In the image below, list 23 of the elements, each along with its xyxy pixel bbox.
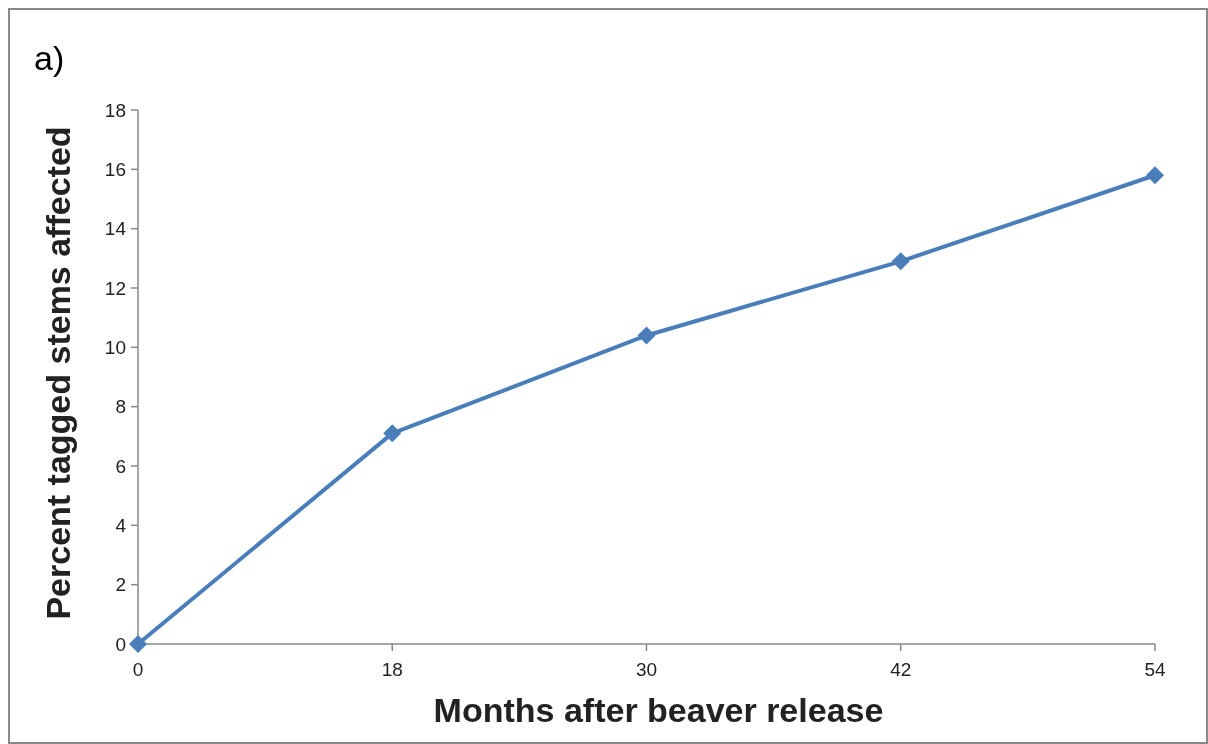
y-tick-label: 10 [104, 336, 126, 358]
x-tick-label: 30 [635, 659, 658, 680]
point [1146, 166, 1164, 185]
x-tick-label: 54 [1144, 659, 1166, 680]
y-tick-label: 4 [115, 514, 127, 536]
y-tick-label: 8 [115, 396, 126, 418]
y-tick-label: 18 [104, 99, 126, 121]
x-axis-title: Months after beaver release [433, 691, 884, 729]
x-tick-label: 18 [381, 659, 403, 680]
point [637, 326, 656, 345]
y-tick-label: 6 [115, 455, 126, 477]
point [891, 252, 910, 271]
y-tick-label: 14 [104, 218, 127, 240]
y-tick-label: 12 [104, 277, 126, 299]
y-tick-label: 16 [104, 158, 126, 180]
point [383, 424, 402, 443]
x-tick-label: 0 [132, 659, 144, 680]
x-tick-label: 42 [890, 659, 912, 680]
point [129, 635, 147, 653]
chart-title: a) [34, 39, 65, 77]
y-axis-title: Percent tagged stems affected [39, 126, 77, 620]
y-tick-label: 2 [115, 574, 126, 596]
y-tick-label: 0 [115, 633, 126, 655]
